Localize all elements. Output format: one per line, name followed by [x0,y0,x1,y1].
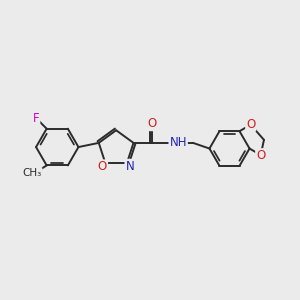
Text: O: O [98,160,107,173]
Text: O: O [147,117,156,130]
Text: NH: NH [169,136,187,149]
Text: F: F [33,112,39,124]
Text: CH₃: CH₃ [22,168,42,178]
Text: O: O [246,118,255,130]
Text: O: O [256,149,265,162]
Text: N: N [125,160,134,173]
